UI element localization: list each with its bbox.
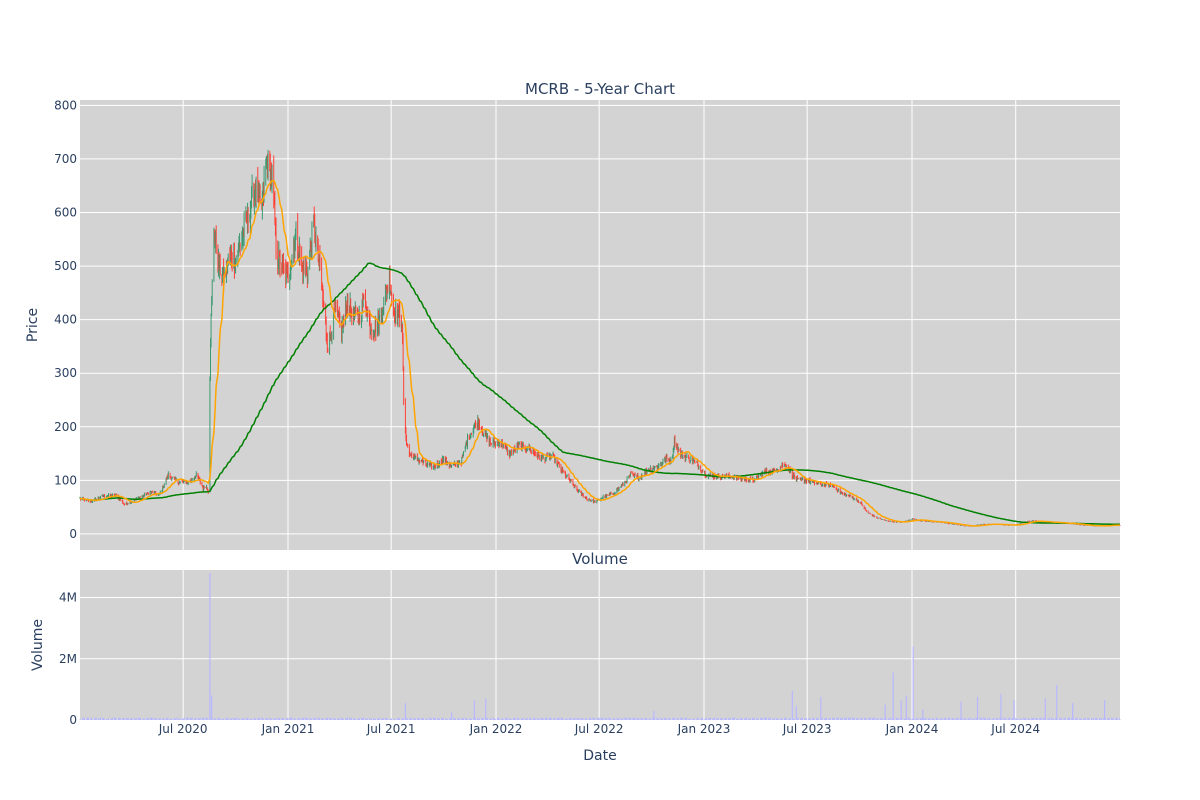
price-tick-label: 800: [54, 98, 77, 112]
x-tick-label: Jul 2021: [366, 722, 416, 736]
chart-title: MCRB - 5-Year Chart: [525, 80, 675, 98]
x-axis-ticks: Jul 2020 Jan 2021 Jul 2021 Jan 2022 Jul 2022…: [158, 722, 1040, 736]
long-moving-average-line: [79, 262, 1120, 525]
x-tick-label: Jan 2024: [885, 722, 939, 736]
price-tick-label: 100: [54, 473, 77, 487]
x-tick-label: Jul 2020: [158, 722, 208, 736]
price-tick-label: 0: [69, 527, 77, 541]
volume-axis-label: Volume: [30, 619, 46, 671]
x-tick-label: Jan 2023: [677, 722, 731, 736]
price-tick-label: 200: [54, 420, 77, 434]
price-tick-label: 400: [54, 313, 77, 327]
price-tick-label: 700: [54, 152, 77, 166]
price-y-ticks: 0 100 200 300 400 500 600 700 800: [54, 98, 77, 541]
price-tick-label: 300: [54, 366, 77, 380]
volume-y-ticks: 0 2M 4M: [59, 591, 77, 727]
x-tick-label: Jan 2021: [261, 722, 315, 736]
volume-tick-label: 0: [69, 713, 77, 727]
x-tick-label: Jul 2023: [782, 722, 832, 736]
price-plot-area: [80, 100, 1120, 550]
short-moving-average-line: [79, 179, 1120, 527]
price-gridlines: [80, 100, 1120, 550]
volume-tick-label: 2M: [59, 652, 77, 666]
x-tick-label: Jul 2024: [990, 722, 1040, 736]
x-tick-label: Jan 2022: [469, 722, 523, 736]
volume-subplot-title: Volume: [572, 550, 628, 568]
volume-bars: [79, 573, 1121, 720]
price-tick-label: 600: [54, 206, 77, 220]
x-axis-label: Date: [583, 748, 616, 764]
price-axis-label: Price: [25, 308, 41, 342]
x-tick-label: Jul 2022: [574, 722, 624, 736]
volume-tick-label: 4M: [59, 591, 77, 605]
volume-plot-area: [80, 570, 1120, 720]
price-tick-label: 500: [54, 259, 77, 273]
